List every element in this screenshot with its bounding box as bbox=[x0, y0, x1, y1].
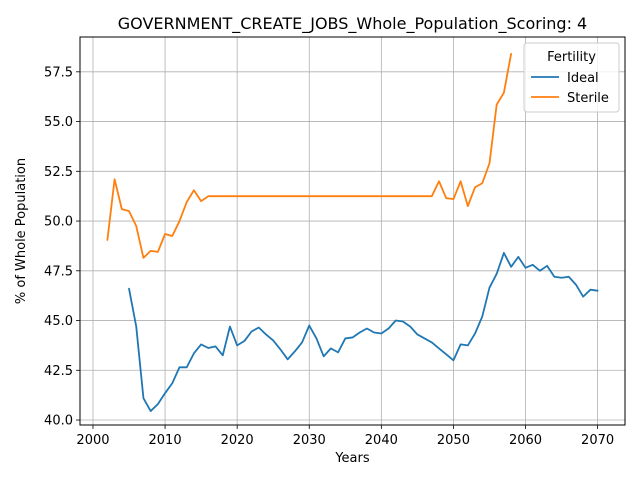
x-tick-label: 2070 bbox=[581, 433, 614, 448]
legend-title: Fertility bbox=[547, 50, 596, 65]
y-tick-label: 45.0 bbox=[44, 314, 73, 329]
y-axis-title: % of Whole Population bbox=[14, 158, 29, 304]
y-tick-label: 50.0 bbox=[44, 215, 73, 230]
y-tick-label: 52.5 bbox=[44, 165, 73, 180]
x-tick-label: 2060 bbox=[509, 433, 542, 448]
x-tick-label: 2020 bbox=[221, 433, 254, 448]
legend-label-ideal: Ideal bbox=[567, 71, 599, 86]
legend-box bbox=[523, 42, 620, 113]
legend-label-sterile: Sterile bbox=[567, 91, 609, 106]
y-tick-label: 47.5 bbox=[44, 264, 73, 279]
plot-frame bbox=[79, 36, 626, 426]
y-tick-label: 57.5 bbox=[44, 65, 73, 80]
x-tick-label: 2040 bbox=[365, 433, 398, 448]
x-tick-label: 2000 bbox=[76, 433, 109, 448]
chart-title: GOVERNMENT_CREATE_JOBS_Whole_Population_… bbox=[118, 14, 587, 34]
series-lines bbox=[106, 53, 599, 412]
x-tick-label: 2030 bbox=[293, 433, 326, 448]
y-tick-label: 42.5 bbox=[44, 364, 73, 379]
y-axis-ticks: 40.0 42.5 45.0 47.5 50.0 52.5 55.0 57.5 bbox=[44, 65, 80, 429]
y-tick-label: 55.0 bbox=[44, 115, 73, 130]
series-line-ideal bbox=[128, 251, 599, 412]
x-axis-ticks: 2000 2010 2020 2030 2040 2050 2060 2070 bbox=[76, 425, 614, 448]
x-tick-label: 2010 bbox=[149, 433, 182, 448]
legend: Fertility Ideal Sterile bbox=[523, 42, 620, 113]
series-line-sterile bbox=[106, 53, 513, 259]
y-tick-label: 40.0 bbox=[44, 414, 73, 429]
x-tick-label: 2050 bbox=[437, 433, 470, 448]
x-axis-title: Years bbox=[334, 451, 370, 466]
